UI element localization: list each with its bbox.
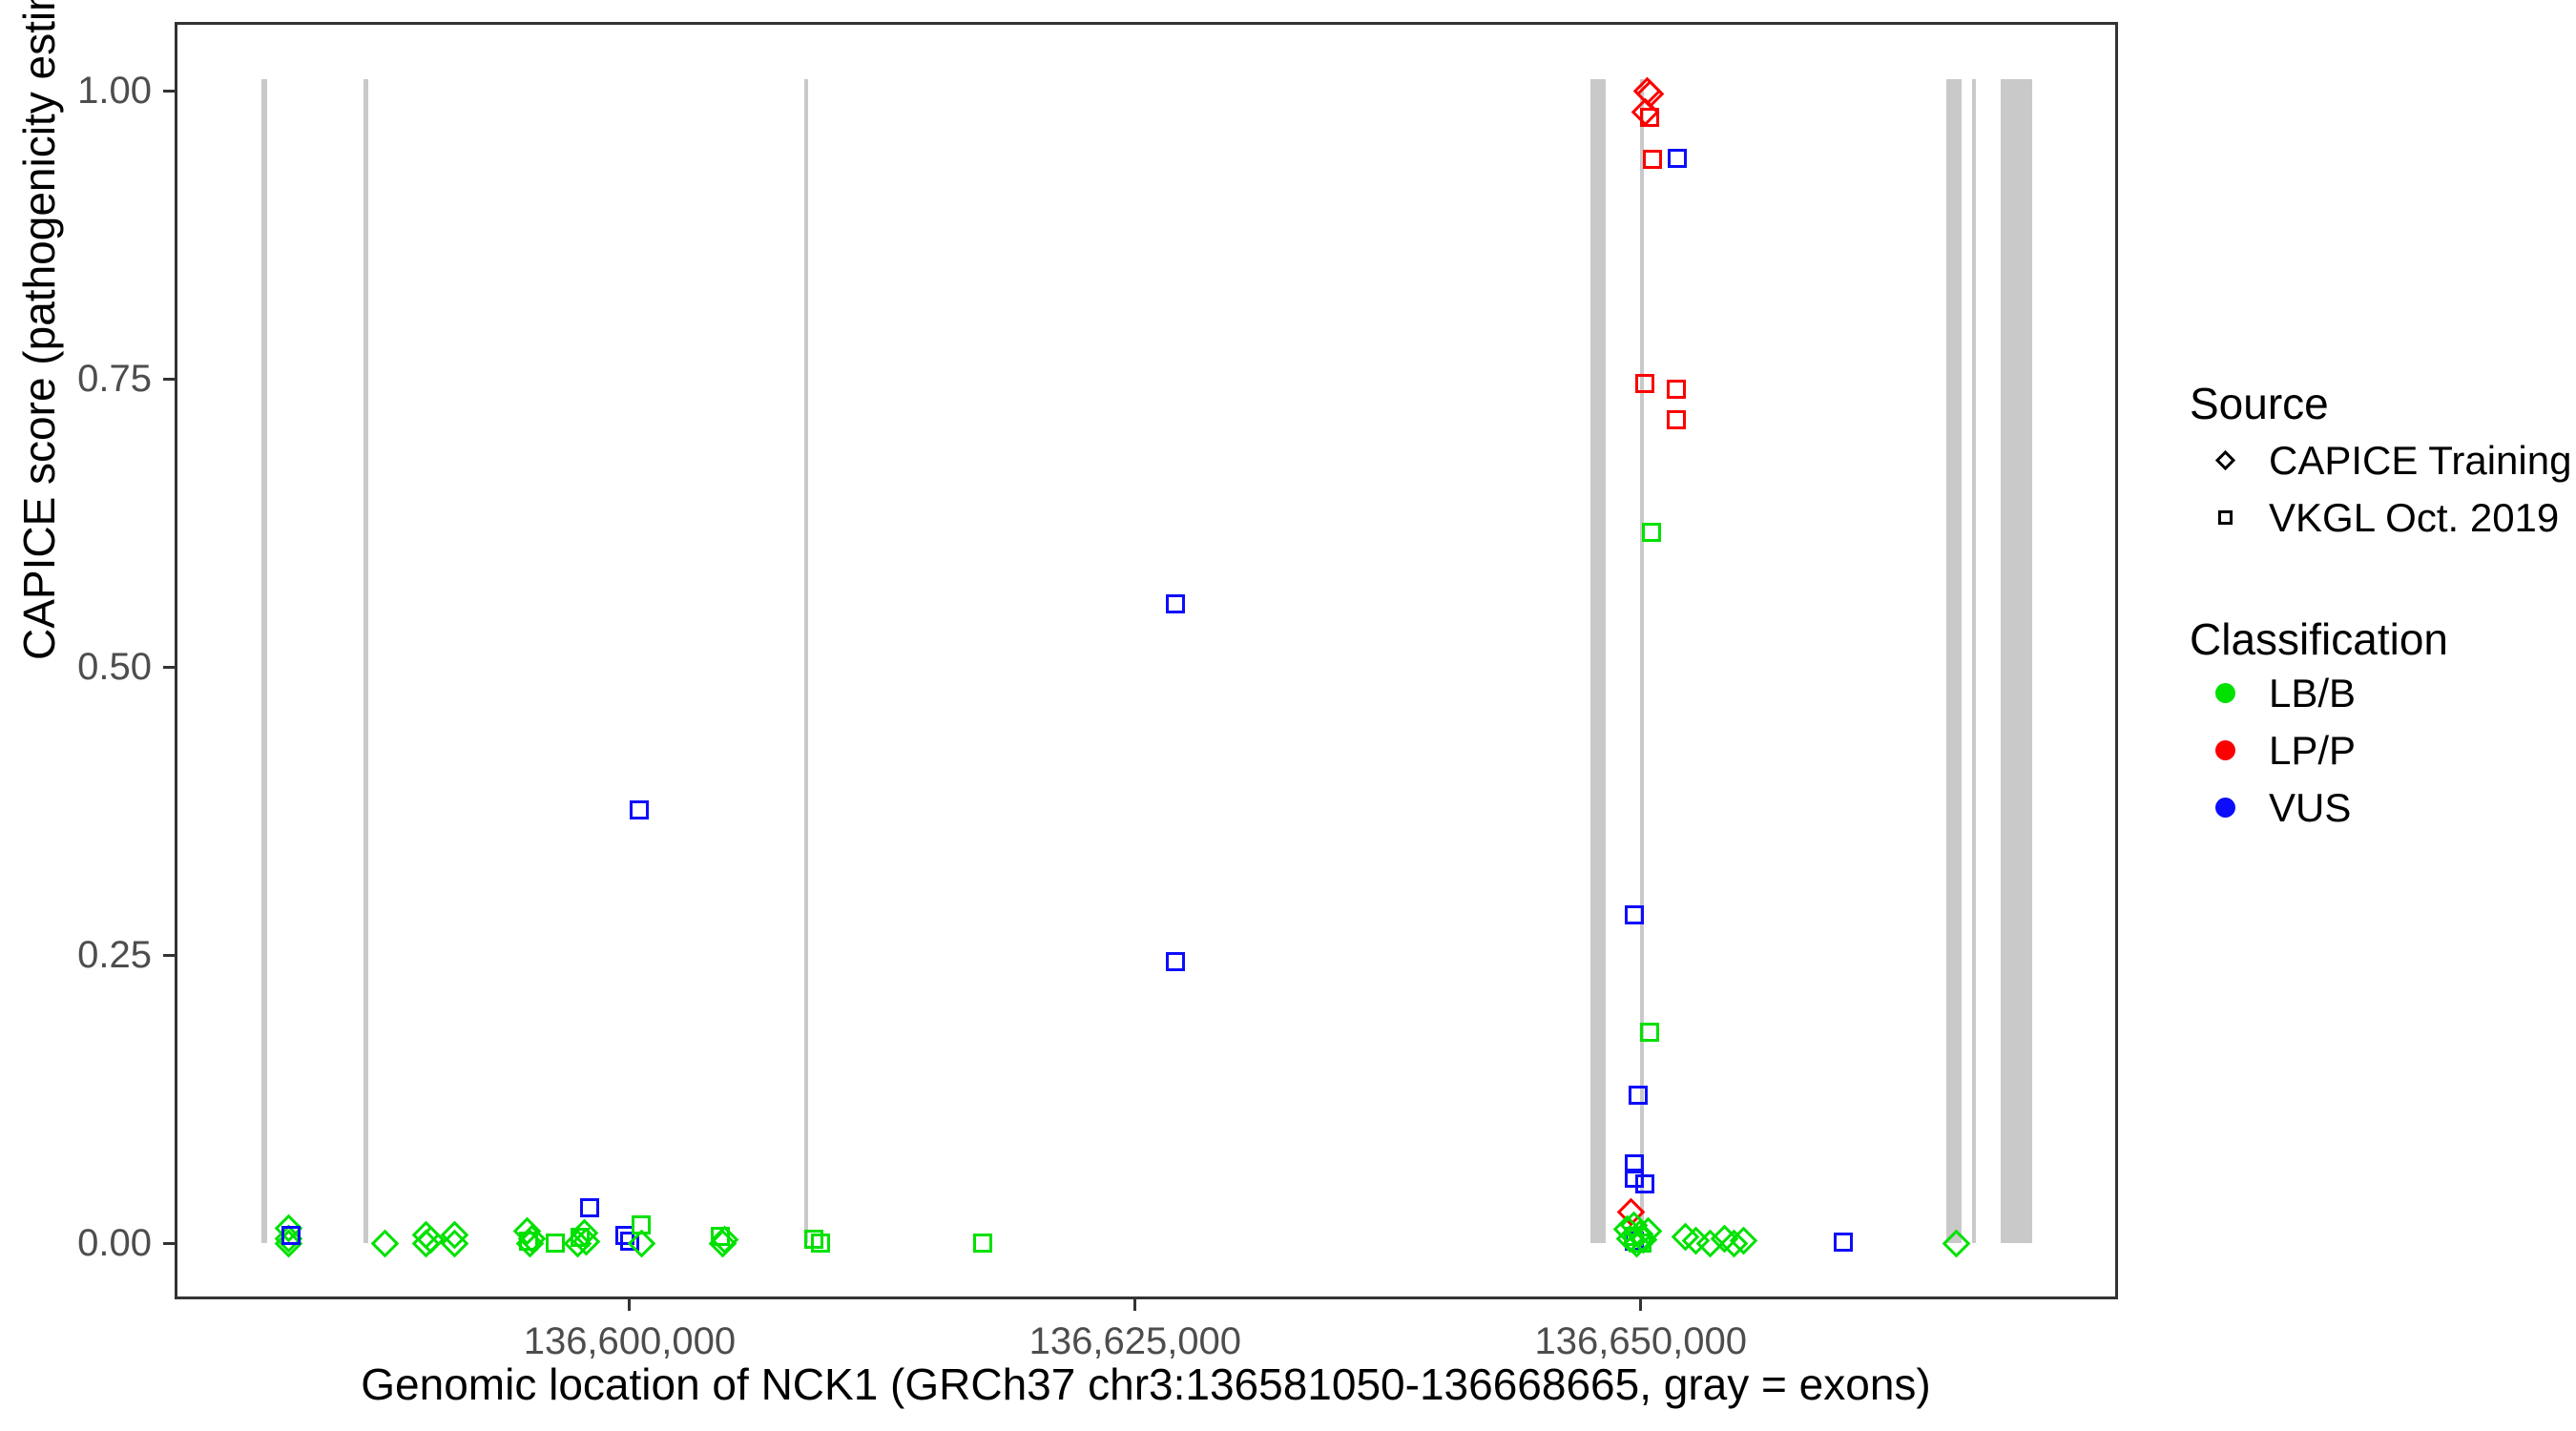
legend-square-icon <box>2218 510 2233 525</box>
exon-bar <box>1945 78 1962 1243</box>
legend-source-title: Source <box>2190 379 2329 428</box>
data-point <box>1634 373 1654 393</box>
data-point <box>1634 1174 1654 1194</box>
data-point <box>280 1225 301 1245</box>
data-point <box>1624 904 1644 924</box>
y-tick-mark <box>163 89 175 93</box>
plot-panel <box>175 22 2118 1299</box>
y-tick-mark <box>163 1241 175 1245</box>
data-point <box>1639 1022 1659 1042</box>
data-point <box>1641 522 1661 542</box>
y-tick-label: 0.75 <box>77 358 152 400</box>
data-point <box>1165 593 1185 613</box>
data-point <box>810 1234 830 1253</box>
y-tick-mark <box>163 377 175 381</box>
legend-item-label: VUS <box>2269 785 2352 830</box>
legend-color-dot <box>2215 740 2235 760</box>
exon-bar <box>363 78 368 1243</box>
data-point <box>1165 952 1185 972</box>
x-axis-title: Genomic location of NCK1 (GRCh37 chr3:13… <box>361 1359 1931 1409</box>
legend-classification-title: Classification <box>2190 614 2448 664</box>
data-point <box>371 1229 400 1257</box>
data-point <box>1666 410 1686 430</box>
data-point <box>579 1197 599 1217</box>
data-point <box>545 1234 565 1253</box>
data-point <box>1631 1234 1652 1253</box>
x-tick-mark <box>1133 1299 1137 1311</box>
exon-bar <box>1639 78 1644 1243</box>
legend-color-dot <box>2215 683 2235 703</box>
exon-bar <box>1971 78 1976 1243</box>
legend-item-label: VKGL Oct. 2019 <box>2269 495 2560 540</box>
y-tick-label: 0.50 <box>77 646 152 688</box>
y-tick-mark <box>163 953 175 957</box>
exon-bar <box>803 78 808 1243</box>
data-point <box>629 799 649 819</box>
data-point <box>1628 1086 1648 1106</box>
data-point <box>1666 379 1686 399</box>
data-point <box>710 1226 730 1246</box>
exon-bar <box>1589 78 1606 1243</box>
x-tick-mark <box>1639 1299 1643 1311</box>
y-tick-mark <box>163 665 175 669</box>
data-point <box>1624 1169 1644 1189</box>
x-tick-label: 136,650,000 <box>1534 1320 1747 1362</box>
data-point <box>1642 150 1662 170</box>
y-axis-title: CAPICE score (pathogenicity estimate) <box>14 0 64 660</box>
exon-bar <box>2000 78 2032 1243</box>
data-point <box>570 1227 590 1247</box>
data-point <box>1639 107 1659 127</box>
data-point <box>1667 149 1687 169</box>
legend-color-dot <box>2215 798 2235 818</box>
y-tick-label: 0.00 <box>77 1222 152 1264</box>
data-point <box>972 1234 992 1253</box>
data-point <box>1833 1232 1853 1252</box>
legend-item-label: LB/B <box>2269 671 2357 716</box>
x-tick-label: 136,625,000 <box>1028 1320 1242 1362</box>
data-point <box>518 1231 538 1251</box>
x-tick-mark <box>628 1299 632 1311</box>
legend-item-label: CAPICE Training <box>2269 438 2572 483</box>
data-point <box>619 1231 639 1251</box>
y-tick-label: 0.25 <box>77 934 152 976</box>
y-tick-label: 1.00 <box>77 70 152 112</box>
legend-diamond-icon <box>2214 449 2236 471</box>
legend-item-label: LP/P <box>2269 728 2357 773</box>
data-point <box>614 1225 634 1245</box>
exon-bar <box>260 78 267 1243</box>
x-tick-label: 136,600,000 <box>523 1320 737 1362</box>
data-point <box>632 1214 651 1234</box>
data-point <box>803 1230 823 1250</box>
